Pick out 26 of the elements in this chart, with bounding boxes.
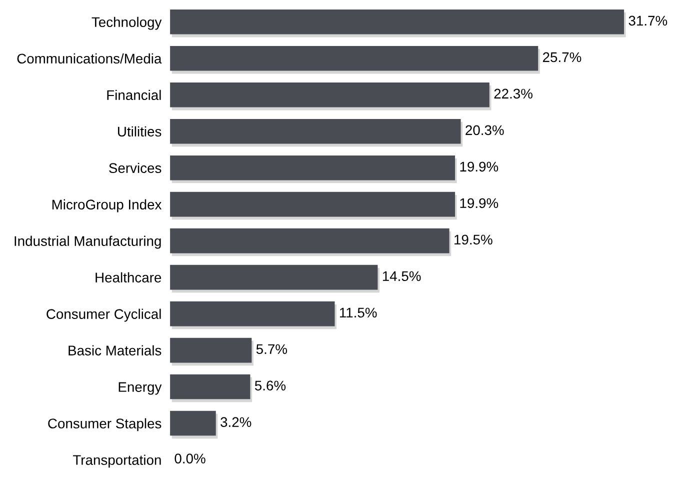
- y-tick-label: MicroGroup Index: [52, 199, 162, 212]
- y-tick-label: Transportation: [72, 454, 161, 468]
- y-tick-label: Services: [109, 162, 162, 174]
- y-tick-label: Communications/Media: [17, 53, 162, 64]
- data-label: 22.3%: [494, 88, 532, 99]
- y-tick-label: Utilities: [118, 126, 162, 137]
- data-label: 11.5%: [340, 308, 377, 318]
- y-tick-label: Industrial Manufacturing: [14, 236, 161, 249]
- y-tick-label: Consumer Cyclical: [46, 308, 161, 322]
- data-label: 0.0%: [174, 454, 206, 464]
- data-label: 19.5%: [454, 234, 492, 245]
- data-label: 31.7%: [628, 16, 668, 26]
- data-label: 19.9%: [460, 162, 498, 172]
- y-tick-label: Energy: [118, 382, 162, 395]
- data-label: 25.7%: [542, 52, 582, 62]
- y-tick-label: Healthcare: [96, 272, 162, 282]
- data-label: 3.2%: [220, 417, 252, 427]
- data-label: 5.6%: [254, 380, 286, 391]
- data-label: 14.5%: [382, 271, 421, 282]
- data-label: 20.3%: [466, 125, 504, 136]
- y-tick-label: Basic Materials: [68, 345, 162, 356]
- data-label: 19.9%: [460, 198, 498, 208]
- y-tick-label: Financial: [107, 90, 161, 100]
- data-label: 5.7%: [256, 344, 287, 354]
- y-tick-label: Consumer Staples: [48, 418, 162, 432]
- y-tick-label: Technology: [92, 16, 162, 30]
